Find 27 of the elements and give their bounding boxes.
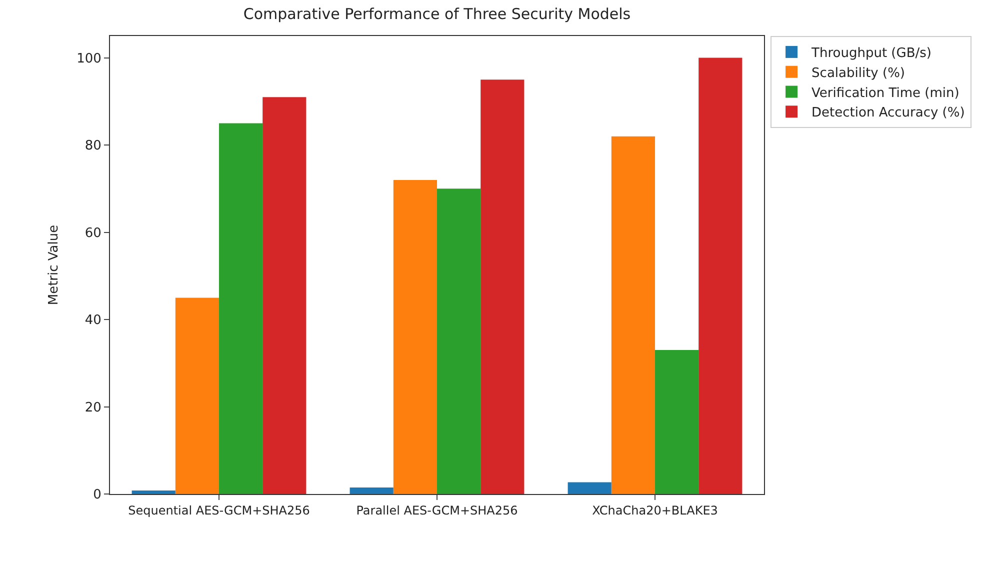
bar <box>175 298 219 494</box>
bar <box>262 97 306 494</box>
x-tick-label: Sequential AES-GCM+SHA256 <box>128 503 310 518</box>
y-tick-label: 100 <box>76 51 102 66</box>
bar <box>611 136 655 494</box>
y-tick-label: 20 <box>84 400 102 416</box>
bar <box>480 80 524 494</box>
y-axis-title: Metric Value <box>46 224 62 306</box>
legend-label: Verification Time (min) <box>812 86 960 101</box>
bar <box>219 123 263 494</box>
bar <box>393 180 437 494</box>
y-tick-label: 40 <box>84 313 102 328</box>
y-tick-label: 0 <box>93 488 102 503</box>
bar <box>437 188 481 494</box>
x-tick-label: XChaCha20+BLAKE3 <box>592 503 718 518</box>
y-tick-label: 60 <box>84 226 102 241</box>
y-tick-label: 80 <box>84 138 102 154</box>
bar <box>350 487 394 494</box>
bar <box>698 58 742 494</box>
legend-label: Detection Accuracy (%) <box>812 106 965 121</box>
bar <box>132 490 176 494</box>
x-tick-label: Parallel AES-GCM+SHA256 <box>356 503 518 518</box>
bar <box>655 350 699 494</box>
bar <box>568 482 612 494</box>
chart-title: Comparative Performance of Three Security Models <box>243 5 631 24</box>
legend-label: Throughput (GB/s) <box>810 46 932 62</box>
legend-label: Scalability (%) <box>812 66 905 81</box>
